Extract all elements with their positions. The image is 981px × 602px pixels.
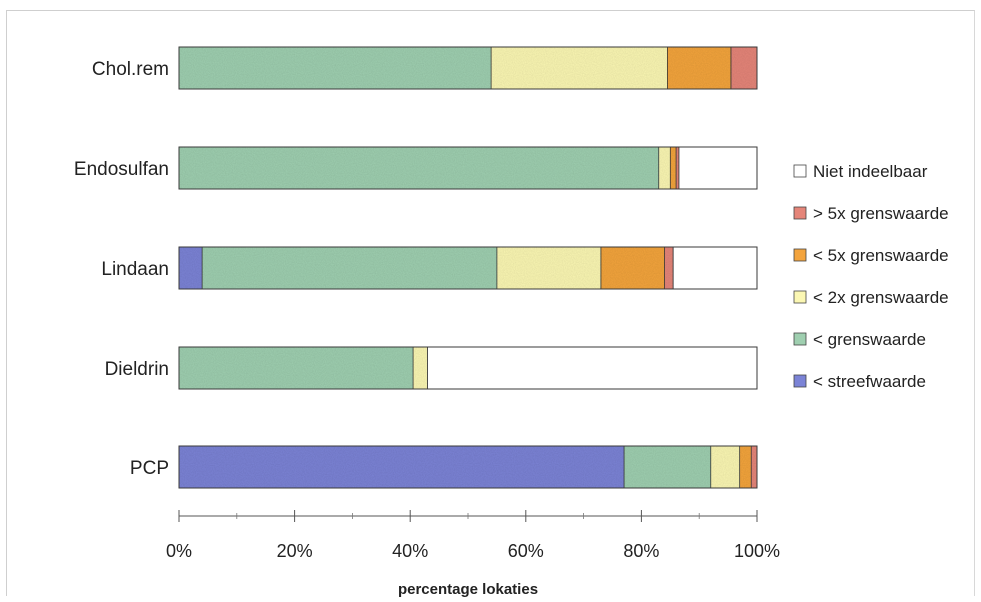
- category-labels: Chol.rem Endosulfan Lindaan Dieldrin PCP: [74, 59, 169, 479]
- bar-outline: [178, 46, 758, 90]
- legend-label: < 2x grenswaarde: [813, 288, 949, 307]
- bar-segment-pcp-1: [623, 445, 712, 489]
- legend-swatch: [793, 164, 807, 178]
- bar-segment-lindaan-5: [672, 246, 758, 290]
- legend-swatch: [793, 290, 807, 304]
- bars-layer: [178, 46, 758, 489]
- bar-segment-dieldrin-1: [178, 346, 414, 390]
- category-label: Chol.rem: [92, 59, 169, 80]
- category-label: Dieldrin: [105, 359, 169, 380]
- x-tick-label: 100%: [734, 541, 780, 561]
- bar-segment-lindaan-1: [201, 246, 498, 290]
- bar-outline: [178, 246, 758, 290]
- bar-segment-chol-rem-3: [667, 46, 732, 90]
- x-tick-label: 0%: [166, 541, 192, 561]
- category-label: Lindaan: [101, 259, 169, 280]
- category-label: PCP: [130, 458, 169, 479]
- x-axis: 0% 20% 40% 60% 80% 100%: [166, 510, 780, 561]
- bar-segment-pcp-0: [178, 445, 625, 489]
- x-axis-title: percentage lokaties: [398, 581, 538, 598]
- bar-segment-pcp-3: [739, 445, 752, 489]
- bar-segment-chol-rem-2: [490, 46, 668, 90]
- legend-swatch: [793, 206, 807, 220]
- bar-segment-lindaan-4: [664, 246, 674, 290]
- x-tick-label: 20%: [277, 541, 313, 561]
- bar-outline: [178, 346, 758, 390]
- legend-label: > 5x grenswaarde: [813, 204, 949, 223]
- bar-segment-pcp-4: [750, 445, 758, 489]
- legend-swatch: [793, 374, 807, 388]
- bar-segment-lindaan-3: [600, 246, 665, 290]
- bar-segment-endosulfan-5: [678, 146, 758, 190]
- bar-segment-endosulfan-1: [178, 146, 660, 190]
- bar-outline: [178, 445, 758, 489]
- bar-segment-chol-rem-1: [178, 46, 492, 90]
- bar-outline: [178, 146, 758, 190]
- x-tick-label: 40%: [392, 541, 428, 561]
- chart-frame: [6, 10, 975, 596]
- bar-segment-lindaan-0: [178, 246, 203, 290]
- bar-segment-dieldrin-2: [412, 346, 428, 390]
- bar-segment-chol-rem-4: [730, 46, 758, 90]
- x-tick-label: 60%: [508, 541, 544, 561]
- legend-label: < 5x grenswaarde: [813, 246, 949, 265]
- legend-label: < grenswaarde: [813, 330, 926, 349]
- bar-segment-endosulfan-2: [658, 146, 671, 190]
- bar-segment-endosulfan-4: [675, 146, 680, 190]
- legend-label: < streefwaarde: [813, 372, 926, 391]
- legend-swatch: [793, 248, 807, 262]
- category-label: Endosulfan: [74, 159, 169, 180]
- bar-segment-endosulfan-3: [669, 146, 677, 190]
- bar-segment-lindaan-2: [496, 246, 602, 290]
- legend-swatch: [793, 332, 807, 346]
- legend: Niet indeelbaar > 5x grenswaarde < 5x gren…: [793, 162, 949, 391]
- x-tick-label: 80%: [623, 541, 659, 561]
- bar-segment-pcp-2: [710, 445, 741, 489]
- legend-label: Niet indeelbaar: [813, 162, 928, 181]
- bar-segment-dieldrin-5: [427, 346, 758, 390]
